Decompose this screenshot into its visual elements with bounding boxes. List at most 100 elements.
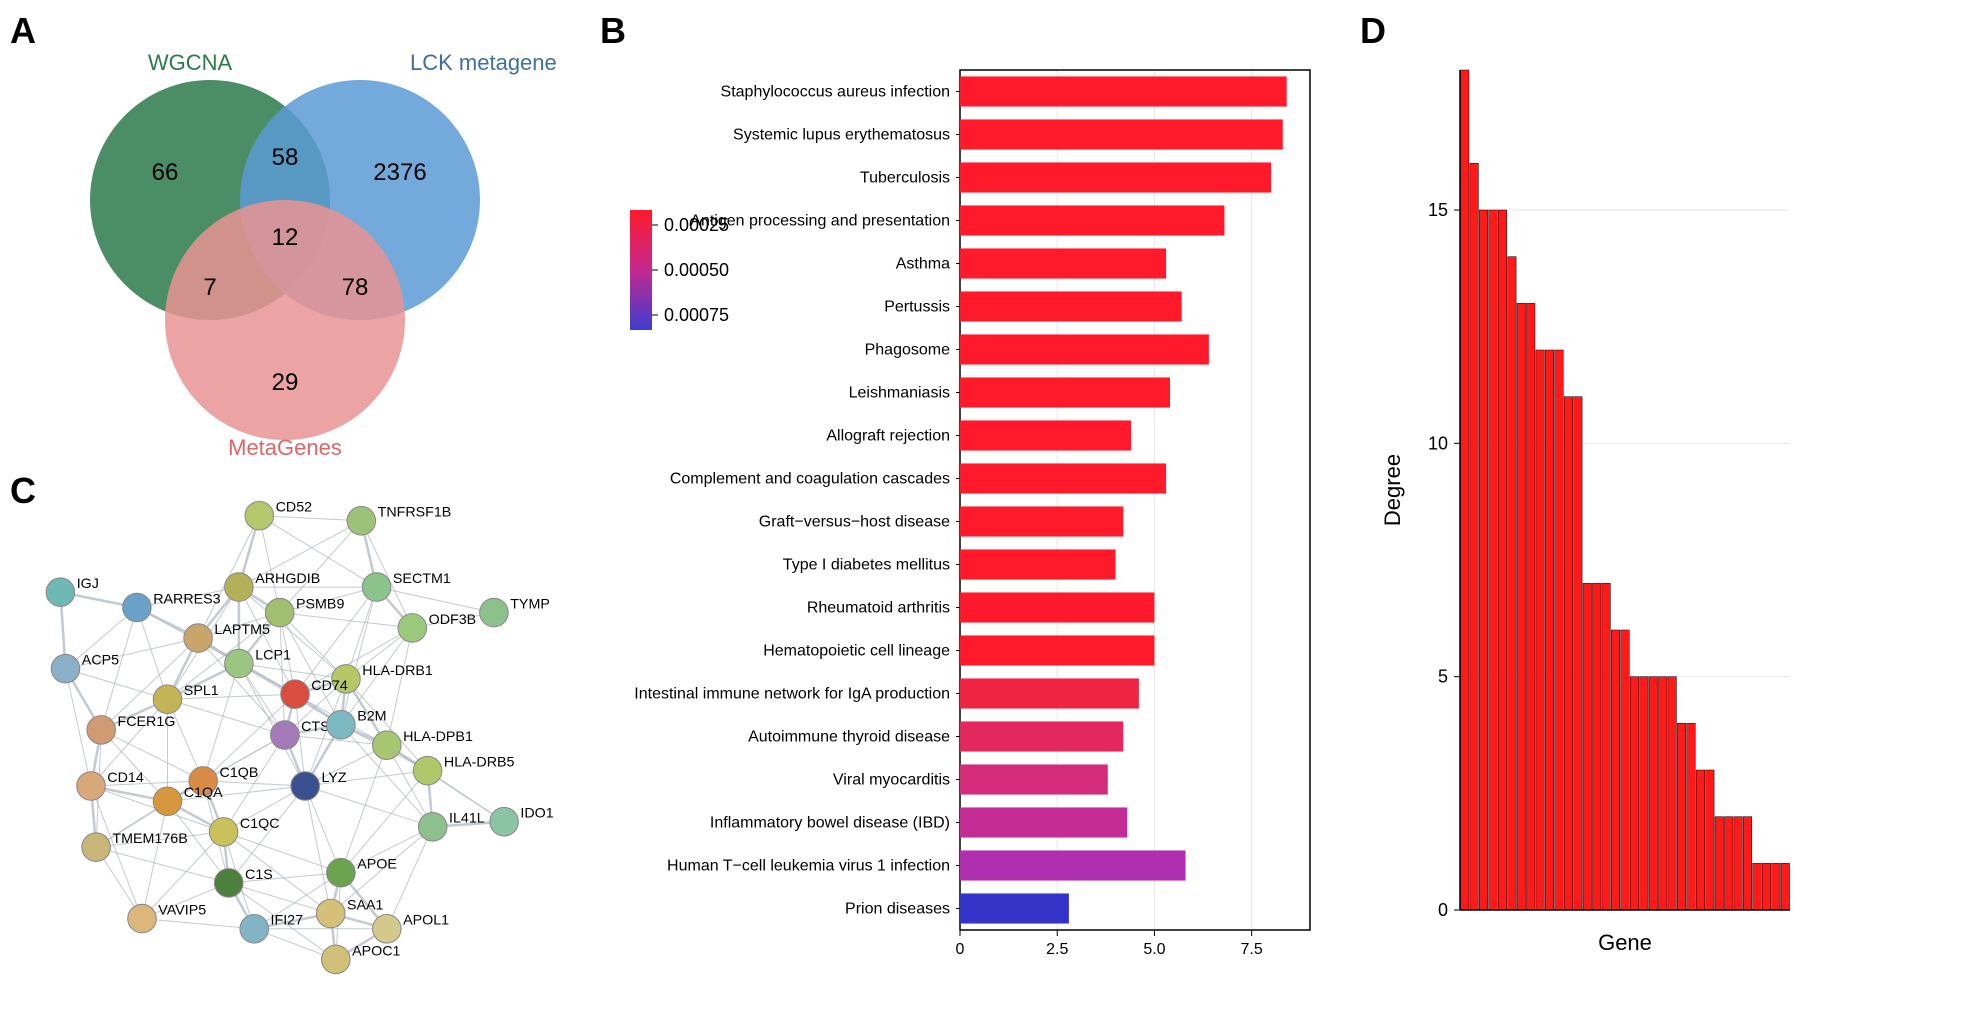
enrichment-bar xyxy=(960,334,1209,364)
enrichment-bar xyxy=(960,635,1154,665)
network-node xyxy=(480,598,509,627)
enrichment-bar xyxy=(960,807,1127,837)
network-node-label: APOL1 xyxy=(403,913,449,929)
degree-bar xyxy=(1536,350,1544,910)
panel-d: D 051015DegreeGene xyxy=(1370,20,1800,990)
degree-bar xyxy=(1592,583,1600,910)
degree-bar xyxy=(1743,817,1751,910)
network-node-label: CD74 xyxy=(311,678,348,694)
degree-bar xyxy=(1706,770,1714,910)
panel-c: C CD52TNFRSF1BIGJRARRES3ARHGDIBPSMB9SECT… xyxy=(20,480,570,990)
y-tick-label: 5 xyxy=(1438,667,1448,687)
network-node xyxy=(490,807,519,836)
network-node xyxy=(225,649,254,678)
enrichment-bar xyxy=(960,549,1116,579)
term-label: Intestinal immune network for IgA produc… xyxy=(634,686,950,703)
network-node xyxy=(225,573,254,602)
network-node xyxy=(153,787,182,816)
figure-container: A WGCNALCK metageneMetaGenes662376295877… xyxy=(20,20,1966,990)
panel-b-label: B xyxy=(600,10,626,52)
network-node xyxy=(281,680,310,709)
degree-bar xyxy=(1649,677,1657,910)
degree-bar xyxy=(1583,583,1591,910)
network-node-label: RARRES3 xyxy=(153,591,220,607)
network-node xyxy=(362,573,391,602)
term-label: Hematopoietic cell lineage xyxy=(763,643,950,660)
network-edge xyxy=(142,801,168,918)
network-node xyxy=(373,915,402,944)
degree-bar xyxy=(1753,863,1761,910)
network-node-label: APOC1 xyxy=(352,943,400,959)
color-legend xyxy=(630,210,652,330)
network-node xyxy=(51,654,80,683)
venn-count: 12 xyxy=(272,224,299,251)
network-node-label: ACP5 xyxy=(82,653,119,669)
network-node-label: IFI27 xyxy=(271,913,304,929)
x-axis-title: Gene xyxy=(1598,930,1652,955)
network-node xyxy=(413,756,442,785)
degree-bar xyxy=(1564,397,1572,910)
venn-count: 66 xyxy=(152,159,179,186)
network-node xyxy=(322,945,351,974)
enrichment-bar xyxy=(960,850,1186,880)
term-label: Antigen processing and presentation xyxy=(690,213,950,230)
degree-barchart: 051015DegreeGene xyxy=(1370,20,1800,990)
ppi-network: CD52TNFRSF1BIGJRARRES3ARHGDIBPSMB9SECTM1… xyxy=(20,480,570,990)
enrichment-bar xyxy=(960,893,1069,923)
network-node-label: TNFRSF1B xyxy=(378,505,452,521)
network-edge xyxy=(101,608,137,730)
panel-b: B Staphylococcus aureus infectionSystemi… xyxy=(610,20,1330,990)
plot-border xyxy=(960,70,1310,930)
enrichment-barchart: Staphylococcus aureus infectionSystemic … xyxy=(610,20,1330,990)
term-label: Pertussis xyxy=(884,299,950,316)
legend-value: 0.00050 xyxy=(664,260,729,280)
degree-bar xyxy=(1602,583,1610,910)
network-node-label: VAVIP5 xyxy=(158,903,206,919)
network-node-label: APOE xyxy=(357,857,397,873)
degree-bar xyxy=(1545,350,1553,910)
degree-bar xyxy=(1460,70,1468,910)
network-node xyxy=(291,772,320,801)
network-node xyxy=(271,721,300,750)
degree-bar xyxy=(1677,723,1685,910)
network-node-label: IDO1 xyxy=(520,806,553,822)
network-node xyxy=(153,685,182,714)
network-node xyxy=(398,614,427,643)
network-node xyxy=(373,731,402,760)
y-tick-label: 15 xyxy=(1428,200,1448,220)
venn-count: 58 xyxy=(272,144,299,171)
venn-count: 7 xyxy=(203,274,216,301)
network-node-label: LAPTM5 xyxy=(214,622,270,638)
degree-bar xyxy=(1668,677,1676,910)
network-node xyxy=(128,904,157,933)
degree-bar xyxy=(1526,303,1534,910)
network-node xyxy=(327,711,356,740)
network-node xyxy=(87,716,116,745)
x-tick-label: 5.0 xyxy=(1143,941,1165,958)
enrichment-bar xyxy=(960,291,1182,321)
degree-bar xyxy=(1640,677,1648,910)
venn-set-label: WGCNA xyxy=(148,50,233,75)
network-node-label: SECTM1 xyxy=(393,571,451,587)
degree-bar xyxy=(1489,210,1497,910)
enrichment-bar xyxy=(960,248,1166,278)
venn-diagram: WGCNALCK metageneMetaGenes66237629587781… xyxy=(20,20,570,460)
network-node-label: FCER1G xyxy=(118,714,176,730)
network-node-label: PSMB9 xyxy=(296,597,344,613)
term-label: Phagosome xyxy=(865,342,950,359)
term-label: Allograft rejection xyxy=(826,428,950,445)
term-label: Type I diabetes mellitus xyxy=(783,557,950,574)
network-node-label: C1QC xyxy=(240,816,280,832)
enrichment-bar xyxy=(960,377,1170,407)
network-edge xyxy=(259,516,279,613)
network-edge xyxy=(259,516,361,521)
network-node xyxy=(123,593,152,622)
network-node-label: B2M xyxy=(357,709,386,725)
degree-bar xyxy=(1611,630,1619,910)
enrichment-bar xyxy=(960,76,1287,106)
enrichment-bar xyxy=(960,205,1224,235)
term-label: Graft−versus−host disease xyxy=(759,514,950,531)
venn-set-label: LCK metagene xyxy=(410,50,557,75)
term-label: Tuberculosis xyxy=(860,170,950,187)
degree-bar xyxy=(1687,723,1695,910)
